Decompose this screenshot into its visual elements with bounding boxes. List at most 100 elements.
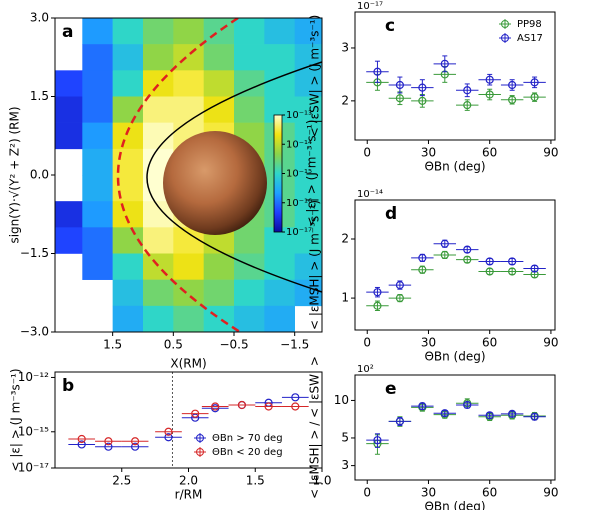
- data-point: [530, 264, 539, 273]
- data-point: [77, 434, 86, 444]
- data-point: [508, 409, 517, 418]
- x-tick-label: 30: [421, 146, 436, 160]
- colorbar: [273, 114, 283, 233]
- y-tick-label: 3: [341, 458, 349, 472]
- y-tick-label: 1.5: [30, 89, 49, 103]
- heat-cell: [142, 227, 174, 254]
- heat-cell: [55, 122, 83, 150]
- heat-cell: [294, 70, 322, 97]
- colorbar-label: < |ε| > (J m⁻³ s⁻¹): [305, 120, 319, 227]
- heat-cell: [112, 122, 144, 150]
- heat-cell: [294, 227, 322, 254]
- colorbar-tick-label: 10⁻¹⁷: [286, 227, 312, 238]
- y-tick-label: 10: [334, 393, 349, 407]
- y-tick-label: 0.0: [30, 168, 49, 182]
- data-point: [485, 90, 494, 99]
- heat-cell: [234, 253, 265, 280]
- x-tick-label: 1.0: [312, 474, 331, 488]
- heat-cell: [82, 201, 113, 228]
- heat-cell: [234, 70, 265, 97]
- heat-cell: [294, 122, 322, 150]
- data-point: [373, 436, 382, 445]
- x-tick-label: 30: [421, 486, 436, 500]
- heat-cell: [82, 44, 113, 71]
- heat-cell: [203, 70, 235, 97]
- legend-label: PP98: [517, 19, 542, 30]
- colorbar-tick-label: 10⁻¹⁶: [286, 198, 312, 209]
- x-tick-label: 60: [482, 486, 497, 500]
- x-tick-label: 2.5: [112, 474, 131, 488]
- mars-planet: [163, 131, 267, 235]
- legend-label: ΘBn < 20 deg: [212, 447, 283, 458]
- heat-cell: [264, 253, 295, 280]
- y-axis-label: < |εMSH| > / < |εSW| >: [308, 356, 322, 499]
- heat-cell: [82, 70, 113, 97]
- heat-cell: [142, 70, 174, 97]
- heat-cell: [234, 279, 265, 307]
- heat-cell: [55, 201, 83, 228]
- colorbar-tick-label: 10⁻¹³: [286, 110, 312, 121]
- y-tick-label: 2: [341, 93, 349, 107]
- boundary-curves: [116, 18, 322, 332]
- data-point: [395, 280, 404, 290]
- heat-cell: [142, 96, 174, 123]
- data-point: [463, 100, 472, 110]
- data-point: [508, 257, 517, 266]
- data-point: [485, 411, 494, 420]
- legend-marker: [501, 20, 509, 28]
- y-tick-label: 10⁻¹⁵: [18, 424, 49, 438]
- heat-cell: [234, 44, 265, 71]
- heat-cell: [173, 18, 204, 45]
- offset-label: 10⁻¹⁴: [357, 189, 383, 200]
- y-tick-label: 5: [341, 430, 349, 444]
- data-point: [463, 86, 472, 95]
- heat-cell: [234, 305, 265, 332]
- panel-letter: d: [385, 204, 397, 224]
- data-point: [485, 267, 494, 276]
- panel-letter: c: [385, 16, 395, 36]
- heat-cell: [264, 279, 295, 307]
- heat-cell: [142, 305, 174, 332]
- heat-cell: [203, 18, 235, 45]
- heat-cell: [112, 18, 144, 45]
- data-point: [77, 440, 86, 449]
- data-point: [418, 253, 427, 263]
- heat-cell: [173, 70, 204, 97]
- x-tick-label: 90: [543, 486, 558, 500]
- offset-label: 10²: [357, 364, 374, 375]
- data-point: [191, 413, 200, 422]
- legend-marker: [196, 434, 204, 442]
- bow-shock-curve: [146, 61, 322, 293]
- x-tick-label: 90: [543, 336, 558, 350]
- data-point: [418, 96, 427, 105]
- x-tick-label: 1.5: [246, 474, 265, 488]
- heat-cell: [173, 44, 204, 71]
- x-tick-label: 0.5: [164, 338, 183, 352]
- data-point: [373, 67, 382, 76]
- x-tick-label: 2.0: [179, 474, 198, 488]
- x-axis-label: X(RM): [170, 357, 206, 371]
- heat-cell: [264, 18, 295, 45]
- x-tick-label: −0.5: [219, 338, 248, 352]
- data-point: [440, 409, 449, 418]
- data-point: [291, 393, 300, 402]
- legend-label: AS17: [517, 33, 543, 44]
- y-tick-label: 1: [341, 291, 349, 305]
- x-tick-label: 60: [482, 336, 497, 350]
- panel-letter: a: [62, 22, 73, 42]
- y-tick-label: −1.5: [20, 246, 49, 260]
- y-tick-label: −3.0: [20, 325, 49, 339]
- data-point: [104, 437, 113, 446]
- heat-cell: [264, 70, 295, 97]
- data-point: [237, 400, 246, 410]
- heat-cell: [82, 96, 113, 123]
- y-tick-label: 3.0: [30, 11, 49, 25]
- y-tick-label: 3: [341, 40, 349, 54]
- heat-cell: [142, 122, 174, 150]
- heat-cell: [82, 175, 113, 202]
- data-point: [530, 93, 539, 102]
- data-point: [395, 80, 404, 90]
- heat-cell: [142, 18, 174, 45]
- heat-cell: [234, 18, 265, 45]
